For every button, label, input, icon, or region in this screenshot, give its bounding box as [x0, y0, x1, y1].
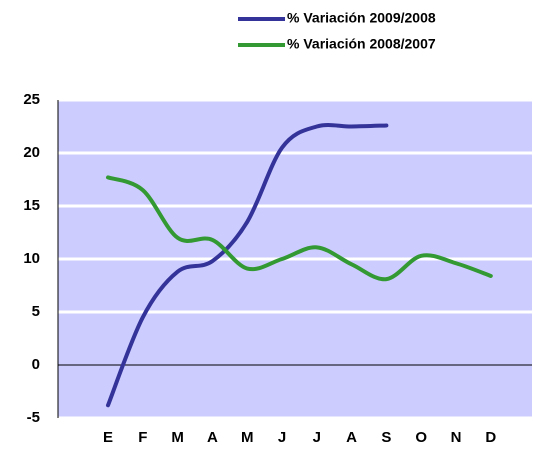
x-tick-label: A [346, 429, 357, 446]
x-tick-label: M [171, 429, 184, 446]
y-tick-label: 25 [23, 91, 40, 108]
x-tick-label: A [207, 429, 218, 446]
x-tick-label: O [415, 429, 427, 446]
y-tick-label: 5 [32, 303, 40, 320]
y-tick-label: 0 [32, 356, 40, 373]
series-line [106, 175, 493, 282]
y-tick-label: 10 [23, 250, 40, 267]
legend-label: % Variación 2008/2007 [287, 36, 436, 52]
series-line [106, 122, 389, 408]
x-tick-label: E [103, 429, 113, 446]
y-tick-label: 20 [23, 144, 40, 161]
x-tick-label: M [241, 429, 254, 446]
x-tick-label: J [278, 429, 286, 446]
legend-label: % Variación 2009/2008 [287, 10, 436, 26]
x-tick-label: N [451, 429, 462, 446]
y-tick-label: 15 [23, 197, 40, 214]
y-tick-label: -5 [27, 409, 40, 426]
x-tick-label: D [485, 429, 496, 446]
x-tick-label: S [381, 429, 391, 446]
x-tick-label: F [138, 429, 147, 446]
x-tick-label: J [313, 429, 321, 446]
